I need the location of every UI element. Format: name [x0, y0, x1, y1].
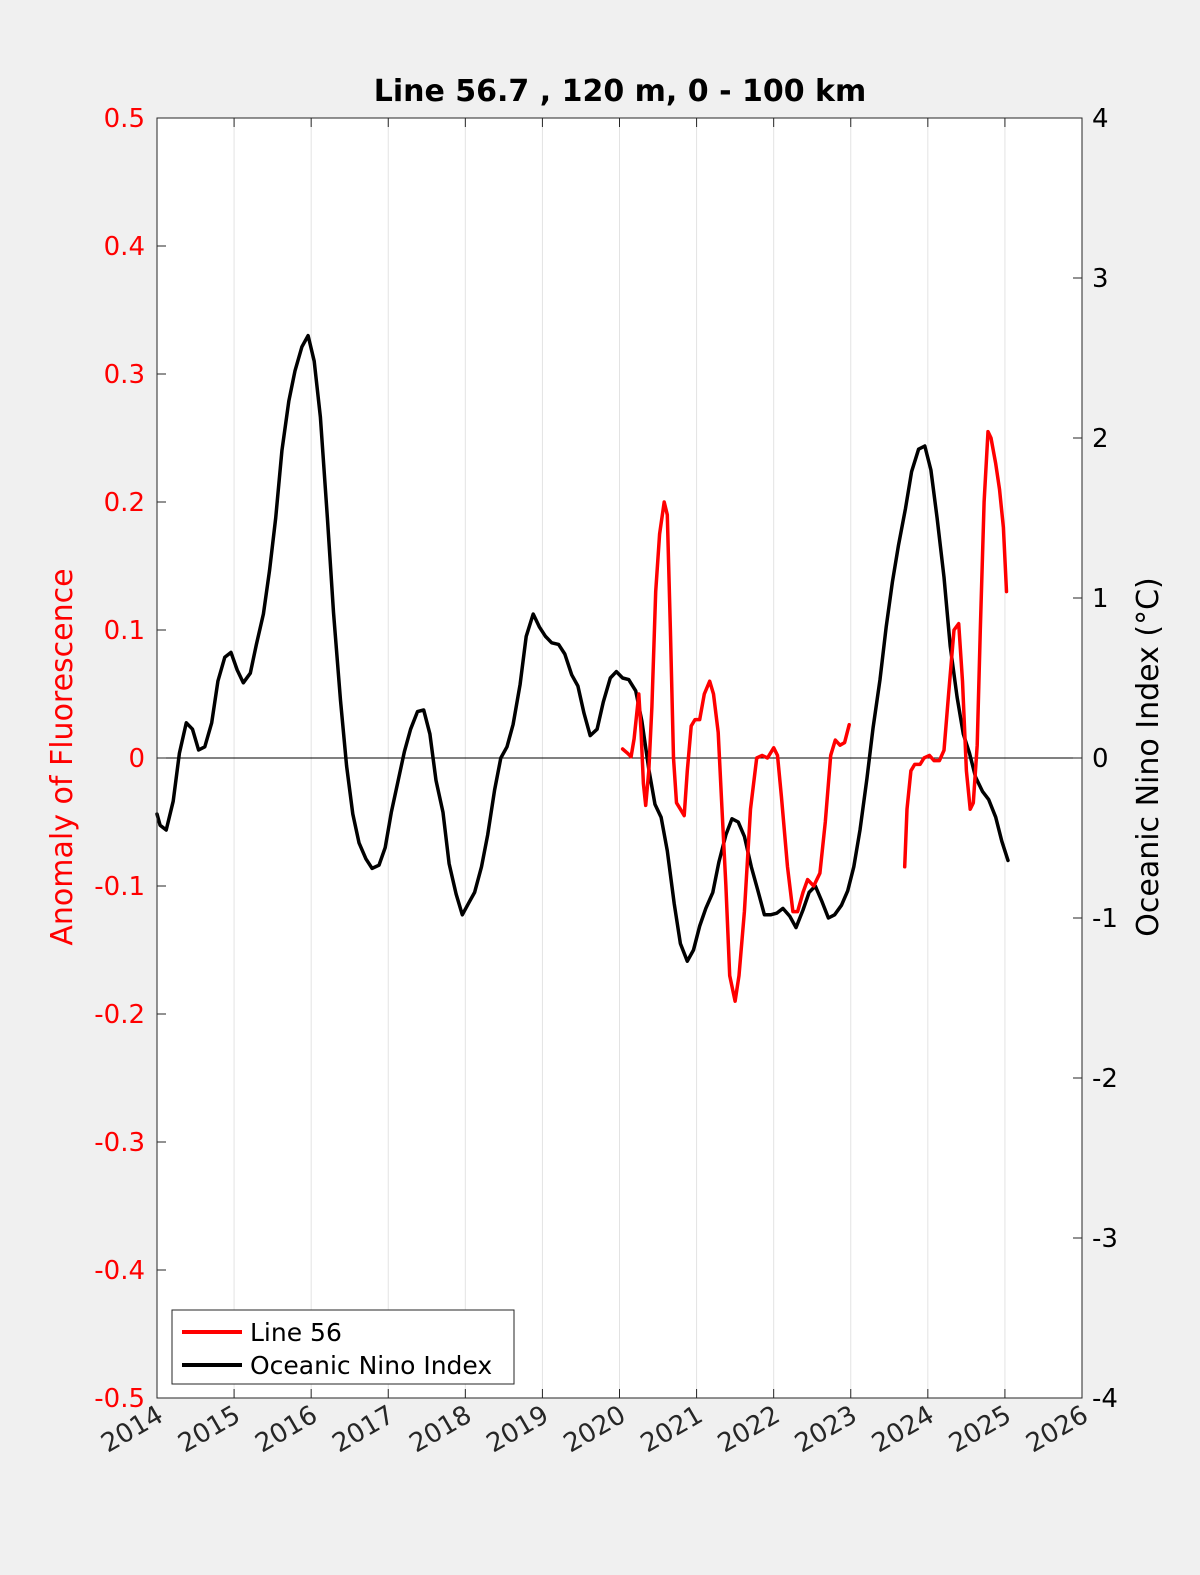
right-y-axis: 4 3 2 1 0 -1 -2 -3 -4	[1073, 104, 1118, 1414]
left-tick-label-10: -0.5	[94, 1384, 145, 1414]
series-layer	[155, 333, 1010, 1003]
left-tick-label-5: 0	[128, 744, 145, 774]
right-tick-label-6: -2	[1092, 1064, 1118, 1094]
left-tick-label-4: 0.1	[104, 616, 145, 646]
left-y-axis: 0.5 0.4 0.3 0.2 0.1 0 -0.1 -0.2 -0.3 -0.4 -0.5	[94, 104, 166, 1414]
series-line-line-56-1	[902, 429, 1009, 869]
left-tick-label-2: 0.3	[104, 360, 145, 390]
left-tick-label-1: 0.4	[104, 232, 145, 262]
left-tick-label-0: 0.5	[104, 104, 145, 134]
legend-label-oceanic-nino-index: Oceanic Nino Index	[250, 1351, 492, 1380]
right-tick-label-5: -1	[1092, 904, 1118, 934]
series-line-line-56-0	[620, 500, 851, 1003]
legend-box	[171, 1309, 515, 1385]
right-axis-label: Oceanic Nino Index (°C)	[1131, 577, 1166, 937]
left-tick-label-8: -0.3	[94, 1128, 145, 1158]
right-tick-label-2: 2	[1092, 424, 1109, 454]
right-tick-label-0: 4	[1092, 104, 1109, 134]
chart-title: Line 56.7 , 120 m, 0 - 100 km	[374, 74, 867, 109]
left-tick-label-9: -0.4	[94, 1256, 145, 1286]
legend-label-line-56: Line 56	[250, 1318, 342, 1347]
left-tick-label-7: -0.2	[94, 1000, 145, 1030]
left-tick-label-6: -0.1	[94, 872, 145, 902]
right-tick-label-4: 0	[1092, 744, 1109, 774]
right-tick-label-3: 1	[1092, 584, 1109, 614]
left-tick-label-3: 0.2	[104, 488, 145, 518]
right-tick-label-8: -4	[1092, 1384, 1118, 1414]
right-tick-label-1: 3	[1092, 264, 1109, 294]
left-axis-label: Anomaly of Fluorescence	[45, 568, 80, 945]
legend: Line 56 Oceanic Nino Index	[171, 1309, 515, 1385]
series-line-oceanic-nino-index-0	[155, 333, 1010, 963]
right-tick-label-7: -3	[1092, 1224, 1118, 1254]
